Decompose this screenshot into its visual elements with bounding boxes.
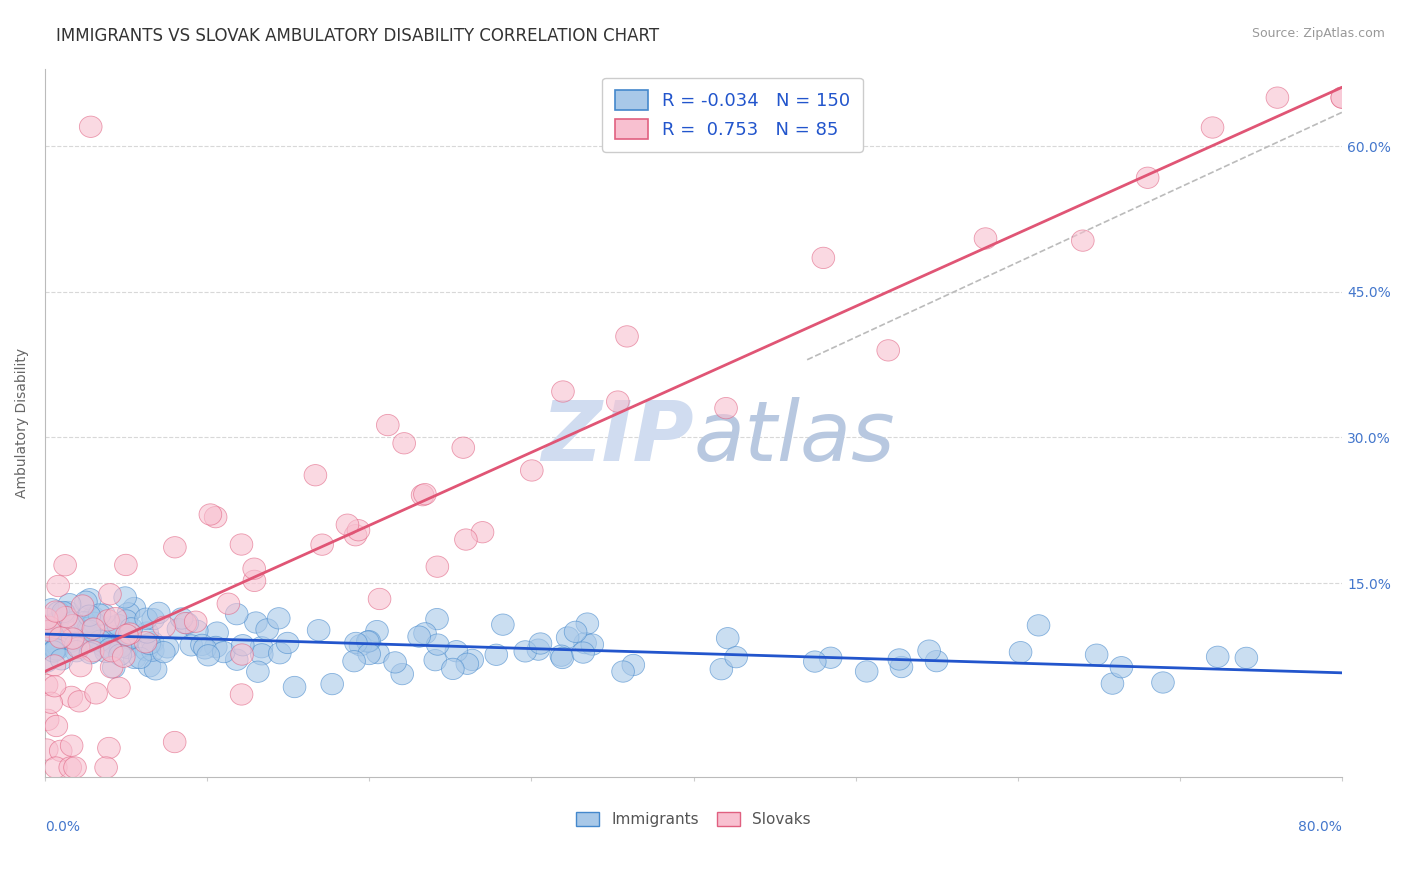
Text: atlas: atlas bbox=[693, 397, 896, 477]
Legend: Immigrants, Slovaks: Immigrants, Slovaks bbox=[569, 806, 817, 833]
Text: ZIP: ZIP bbox=[541, 397, 693, 477]
Text: IMMIGRANTS VS SLOVAK AMBULATORY DISABILITY CORRELATION CHART: IMMIGRANTS VS SLOVAK AMBULATORY DISABILI… bbox=[56, 27, 659, 45]
Text: Source: ZipAtlas.com: Source: ZipAtlas.com bbox=[1251, 27, 1385, 40]
Y-axis label: Ambulatory Disability: Ambulatory Disability bbox=[15, 348, 30, 498]
Text: 0.0%: 0.0% bbox=[45, 820, 80, 834]
Text: 80.0%: 80.0% bbox=[1298, 820, 1343, 834]
